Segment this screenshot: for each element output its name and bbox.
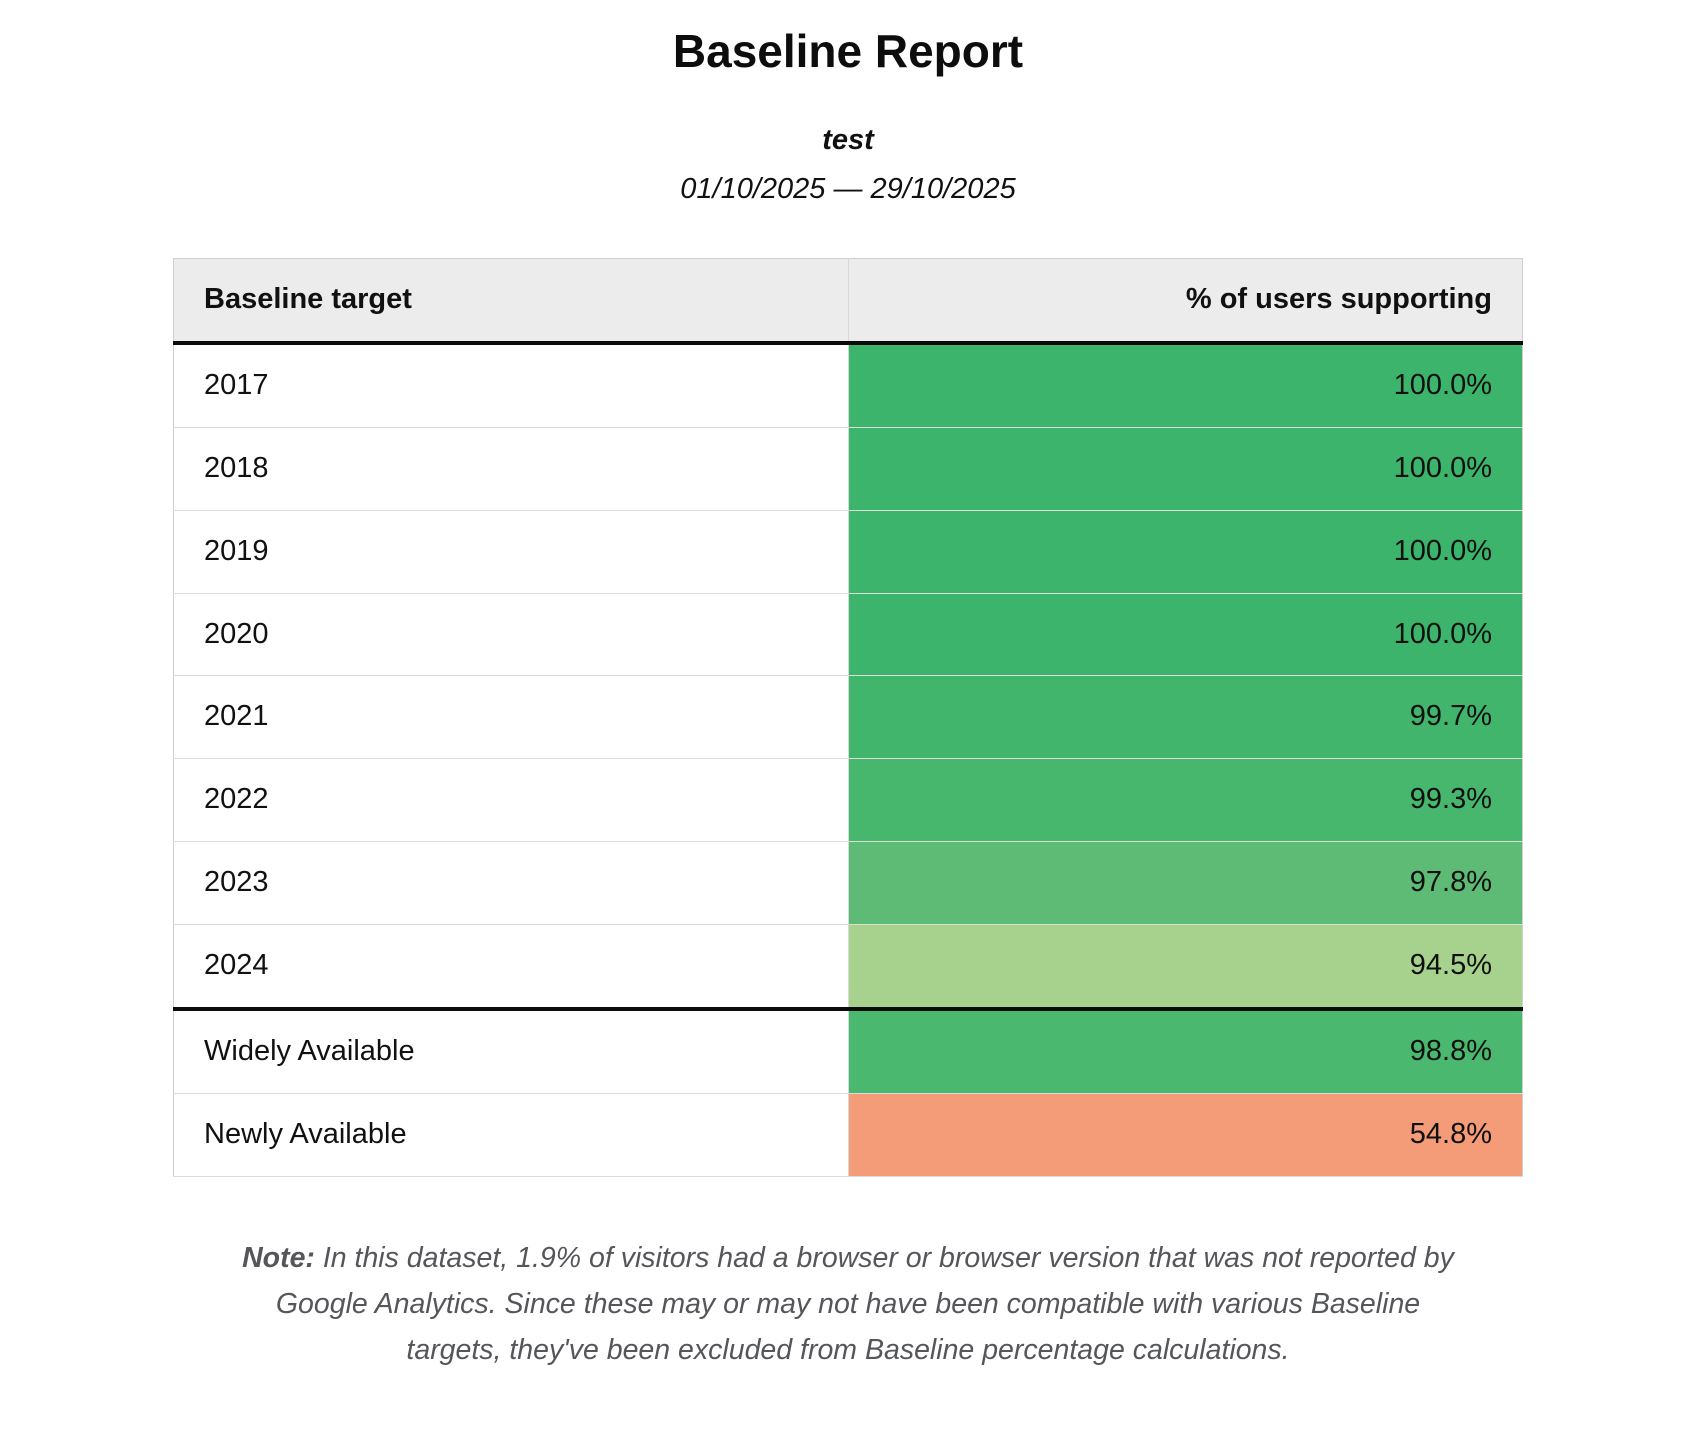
header-percent-users-supporting: % of users supporting xyxy=(848,258,1523,343)
table-row: 2019 100.0% xyxy=(173,510,1523,594)
row-label: 2021 xyxy=(173,675,849,759)
row-label: Widely Available xyxy=(173,1009,849,1094)
row-value: 100.0% xyxy=(848,427,1523,511)
table-row: Newly Available 54.8% xyxy=(173,1093,1523,1177)
footnote: Note: In this dataset, 1.9% of visitors … xyxy=(233,1235,1463,1373)
header-baseline-target: Baseline target xyxy=(173,258,849,343)
row-value: 99.7% xyxy=(848,675,1523,759)
table-body: 2017 100.0% 2018 100.0% 2019 100.0% 2020… xyxy=(173,342,1523,1177)
row-label: 2018 xyxy=(173,427,849,511)
row-label: 2024 xyxy=(173,924,849,1010)
table-row: 2022 99.3% xyxy=(173,758,1523,842)
table-row: 2024 94.5% xyxy=(173,924,1523,1010)
table-row: 2020 100.0% xyxy=(173,593,1523,676)
row-value: 98.8% xyxy=(848,1009,1523,1094)
row-value: 97.8% xyxy=(848,841,1523,925)
report-date-range: 01/10/2025 — 29/10/2025 xyxy=(680,173,1016,205)
row-value: 99.3% xyxy=(848,758,1523,842)
row-label: 2017 xyxy=(173,342,849,428)
row-label: 2023 xyxy=(173,841,849,925)
table-row: 2021 99.7% xyxy=(173,675,1523,759)
row-value: 54.8% xyxy=(848,1093,1523,1177)
row-label: 2020 xyxy=(173,593,849,676)
row-label: Newly Available xyxy=(173,1093,849,1177)
table-row: Widely Available 98.8% xyxy=(173,1009,1523,1094)
footnote-label: Note: xyxy=(242,1241,315,1274)
report-subtitle: test xyxy=(822,124,874,156)
report-title: Baseline Report xyxy=(672,25,1024,77)
table-row: 2023 97.8% xyxy=(173,841,1523,925)
row-value: 100.0% xyxy=(848,593,1523,676)
table-header-row: Baseline target % of users supporting xyxy=(173,258,1523,343)
footnote-text: In this dataset, 1.9% of visitors had a … xyxy=(275,1241,1454,1367)
row-label: 2019 xyxy=(173,510,849,594)
table-row: 2017 100.0% xyxy=(173,342,1523,428)
baseline-table: Baseline target % of users supporting 20… xyxy=(173,258,1523,1177)
row-value: 100.0% xyxy=(848,342,1523,428)
row-label: 2022 xyxy=(173,758,849,842)
table-row: 2018 100.0% xyxy=(173,427,1523,511)
baseline-report: Baseline Report test 01/10/2025 — 29/10/… xyxy=(173,25,1523,1373)
row-value: 94.5% xyxy=(848,924,1523,1010)
row-value: 100.0% xyxy=(848,510,1523,594)
